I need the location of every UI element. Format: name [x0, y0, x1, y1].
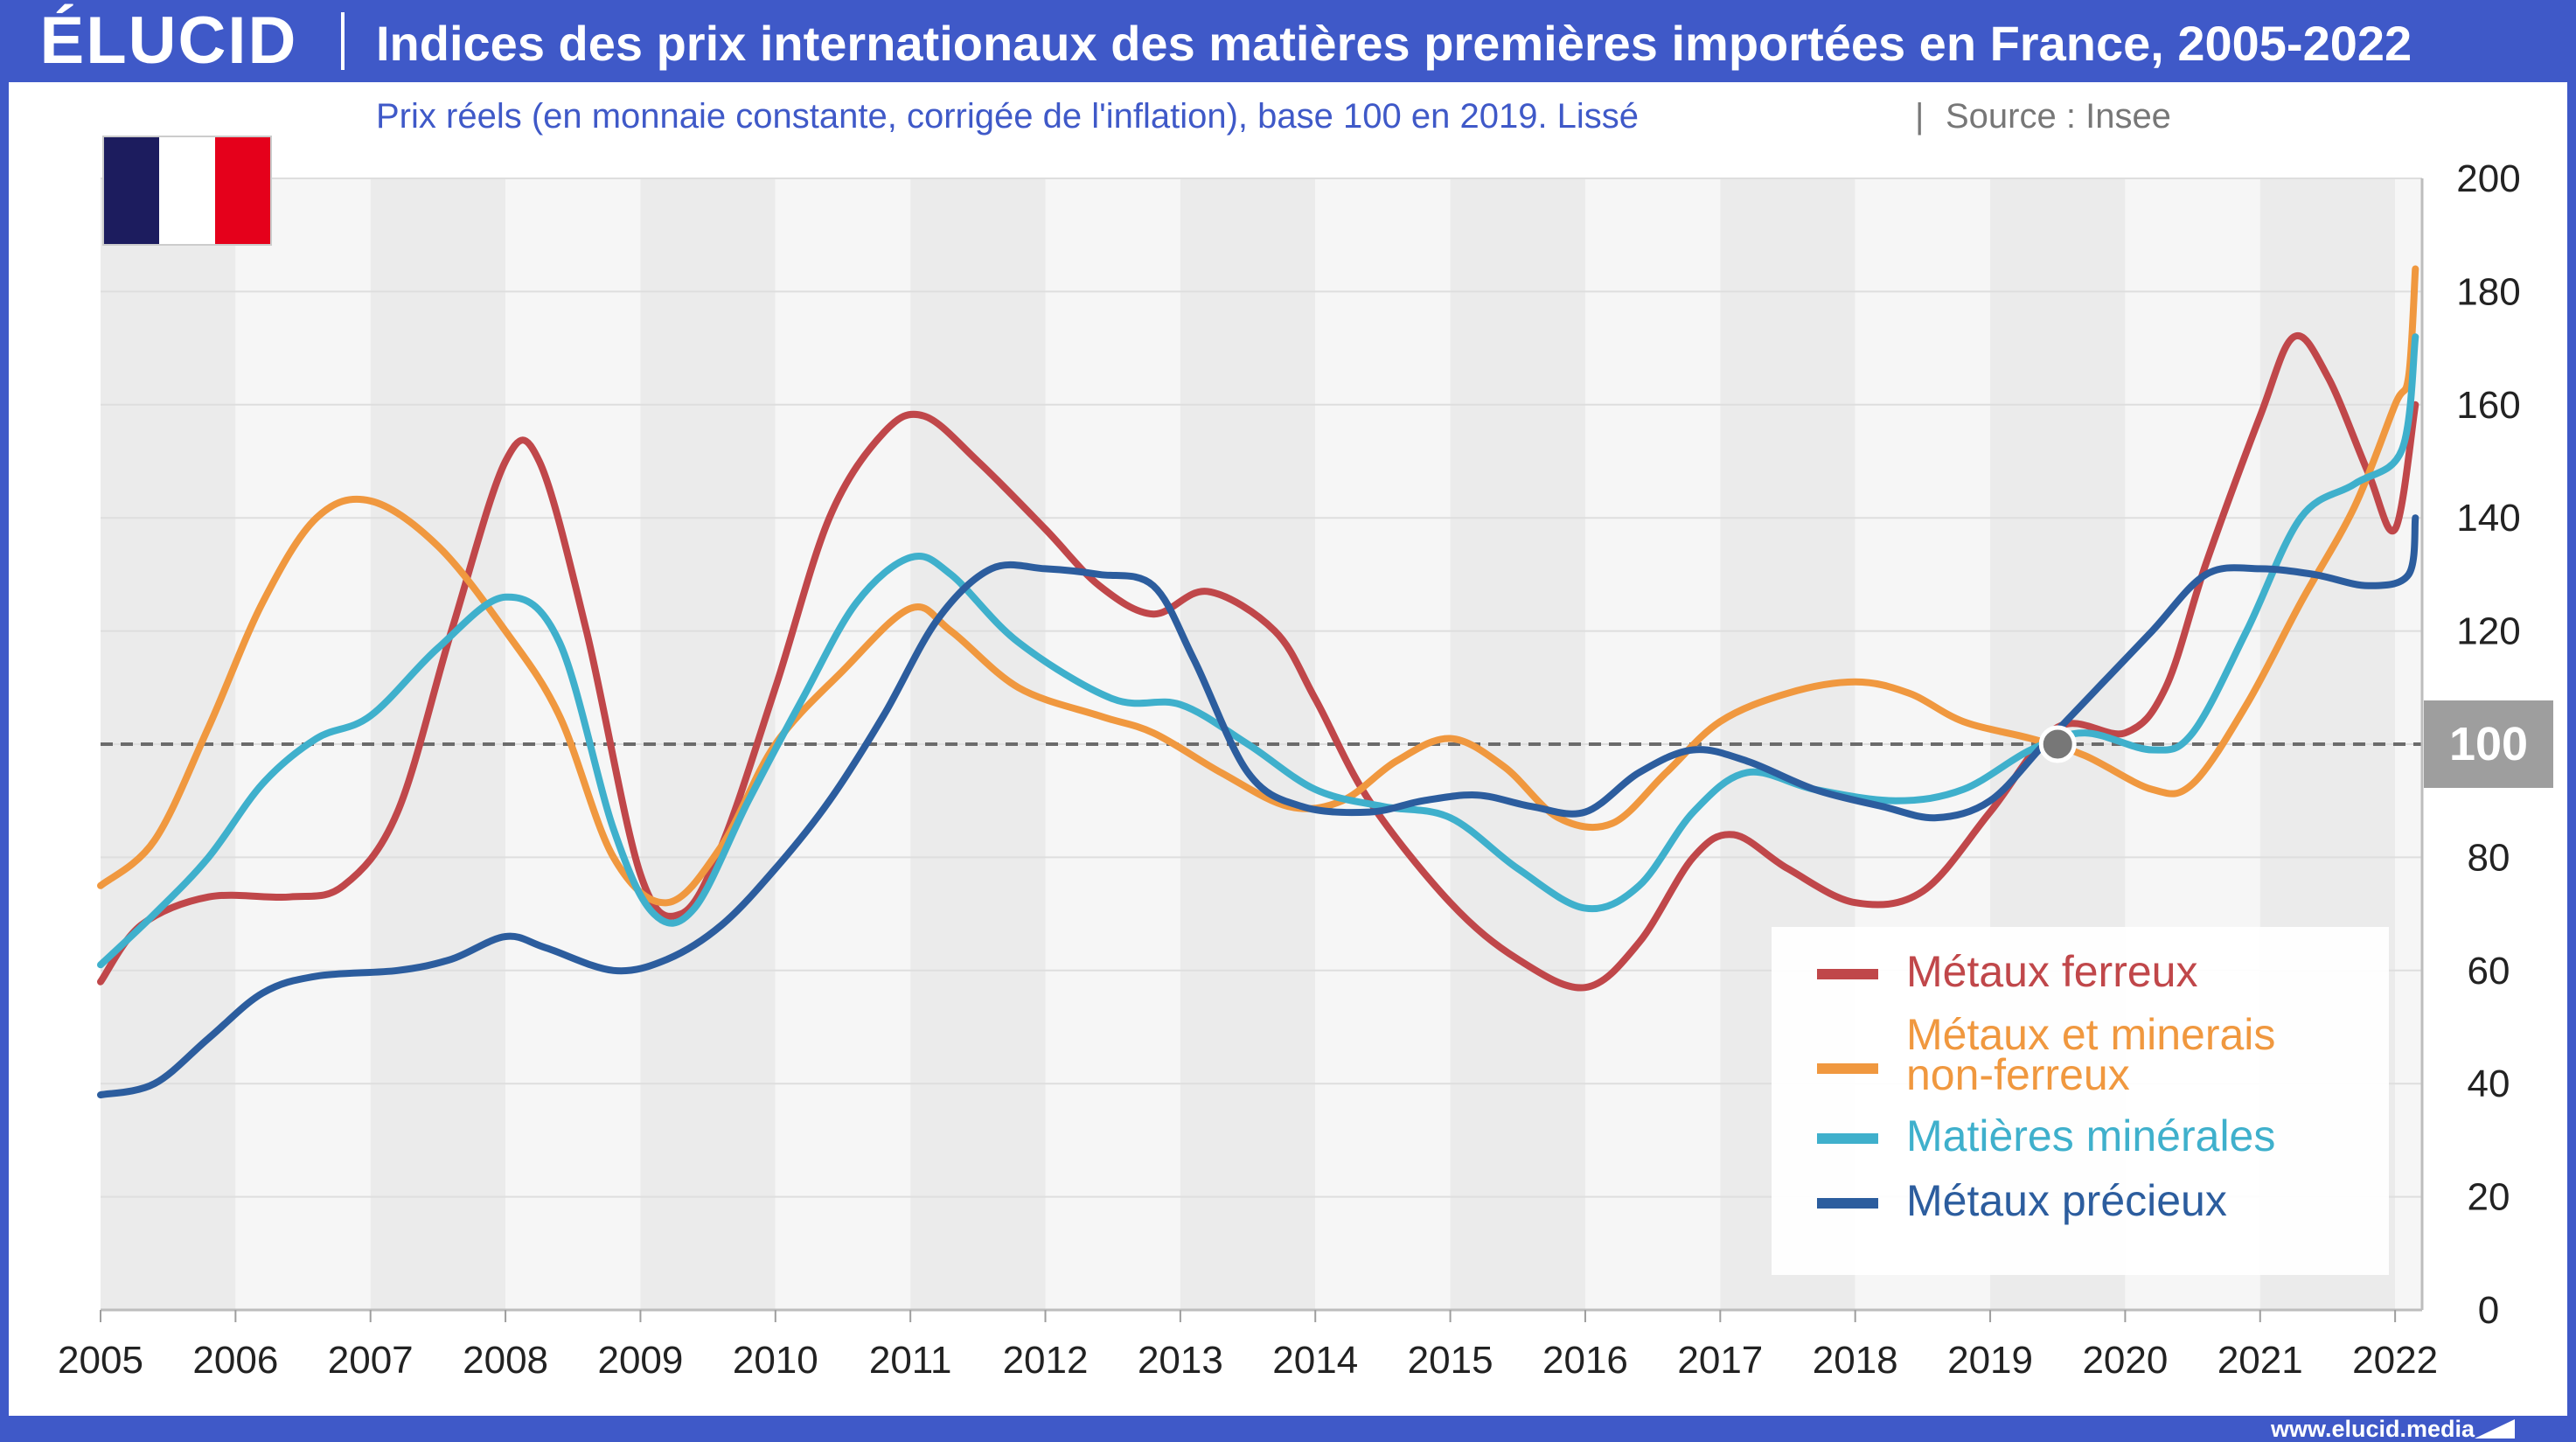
series-line-4	[97, 514, 2419, 1099]
y-tick-labels: 0 20 40 60 80 120 140 160 180 200	[2456, 157, 2520, 1332]
x-tick-label: 2022	[2352, 1339, 2438, 1382]
y-tick-label: 80	[2468, 836, 2510, 879]
legend-label-line: Métaux précieux	[1906, 1176, 2227, 1225]
reference-badge-label: 100	[2449, 718, 2528, 770]
x-tick-labels: 2005 2006 2007 2008 2009 2010 2011 2012 2013 2014…	[58, 1310, 2438, 1382]
legend-label-line: Métaux ferreux	[1906, 947, 2197, 996]
series-line-1	[97, 332, 2419, 992]
legend-label: Métaux et minerais non-ferreux	[1906, 1010, 2275, 1099]
subtitle-text: Prix réels (en monnaie constante, corrig…	[376, 97, 1639, 136]
y-tick-label: 40	[2468, 1062, 2510, 1105]
flag-stripe	[103, 136, 159, 245]
x-tick-label: 2017	[1677, 1339, 1763, 1382]
x-tick-label: 2012	[1003, 1339, 1089, 1382]
series-line-2	[97, 265, 2419, 907]
y-tick-label: 180	[2456, 270, 2520, 313]
x-tick-label: 2007	[328, 1339, 414, 1382]
x-tick-label: 2015	[1408, 1339, 1493, 1382]
series-line-3	[97, 333, 2419, 969]
legend: Métaux ferreux Métaux et minerais non-ferr…	[1772, 927, 2389, 1275]
x-tick-label: 2005	[58, 1339, 143, 1382]
footer-url[interactable]: www.elucid.media	[2270, 1416, 2475, 1442]
reference-point	[2038, 725, 2077, 763]
x-tick-label: 2006	[192, 1339, 278, 1382]
y-tick-label: 160	[2456, 384, 2520, 427]
x-tick-label: 2019	[1947, 1339, 2033, 1382]
reference-point-marker	[2038, 725, 2077, 763]
elucid-logo[interactable]: ÉLUCID	[39, 3, 298, 78]
subtitle: Prix réels (en monnaie constante, corrig…	[376, 97, 2171, 136]
legend-box	[1772, 927, 2389, 1275]
france-flag-icon	[102, 136, 272, 246]
flag-border	[102, 136, 272, 246]
reference-badge	[2424, 700, 2553, 788]
chart-title: Indices des prix internationaux des mati…	[376, 16, 2412, 71]
y-tick-label: 120	[2456, 610, 2520, 653]
flag-stripe	[215, 136, 271, 245]
source-text: Source : Insee	[1946, 97, 2171, 136]
y-tick-label: 20	[2468, 1176, 2510, 1219]
header-divider	[341, 12, 345, 70]
legend-label-line: Matières minérales	[1906, 1111, 2275, 1160]
chart-svg: Prix réels (en monnaie constante, corrig…	[58, 97, 2553, 1382]
y-tick-label: 60	[2468, 950, 2510, 993]
series-lines	[97, 265, 2419, 1099]
legend-label: Métaux précieux	[1906, 1176, 2227, 1225]
axes	[101, 178, 2424, 1312]
legend-label: Matières minérales	[1906, 1111, 2275, 1160]
x-tick-label: 2014	[1272, 1339, 1358, 1382]
x-tick-label: 2011	[869, 1339, 952, 1382]
x-tick-label: 2016	[1542, 1339, 1628, 1382]
y-tick-label: 200	[2456, 157, 2520, 200]
x-tick-label: 2021	[2217, 1339, 2303, 1382]
legend-label: Métaux ferreux	[1906, 947, 2197, 996]
flag-stripe	[159, 136, 215, 245]
x-tick-label: 2013	[1138, 1339, 1223, 1382]
footer-logo-mark-icon	[2475, 1419, 2515, 1439]
subtitle-separator: |	[1915, 97, 1924, 136]
x-tick-label: 2010	[733, 1339, 818, 1382]
legend-label-line: non-ferreux	[1906, 1050, 2130, 1099]
y-tick-label: 0	[2478, 1289, 2499, 1332]
x-tick-label: 2018	[1813, 1339, 1898, 1382]
y-tick-label: 140	[2456, 497, 2520, 540]
legend-label-line: Métaux et minerais	[1906, 1010, 2275, 1059]
x-tick-label: 2020	[2082, 1339, 2168, 1382]
chart-panel: Prix réels (en monnaie constante, corrig…	[9, 82, 2567, 1416]
x-tick-label: 2008	[463, 1339, 548, 1382]
x-tick-label: 2009	[597, 1339, 683, 1382]
